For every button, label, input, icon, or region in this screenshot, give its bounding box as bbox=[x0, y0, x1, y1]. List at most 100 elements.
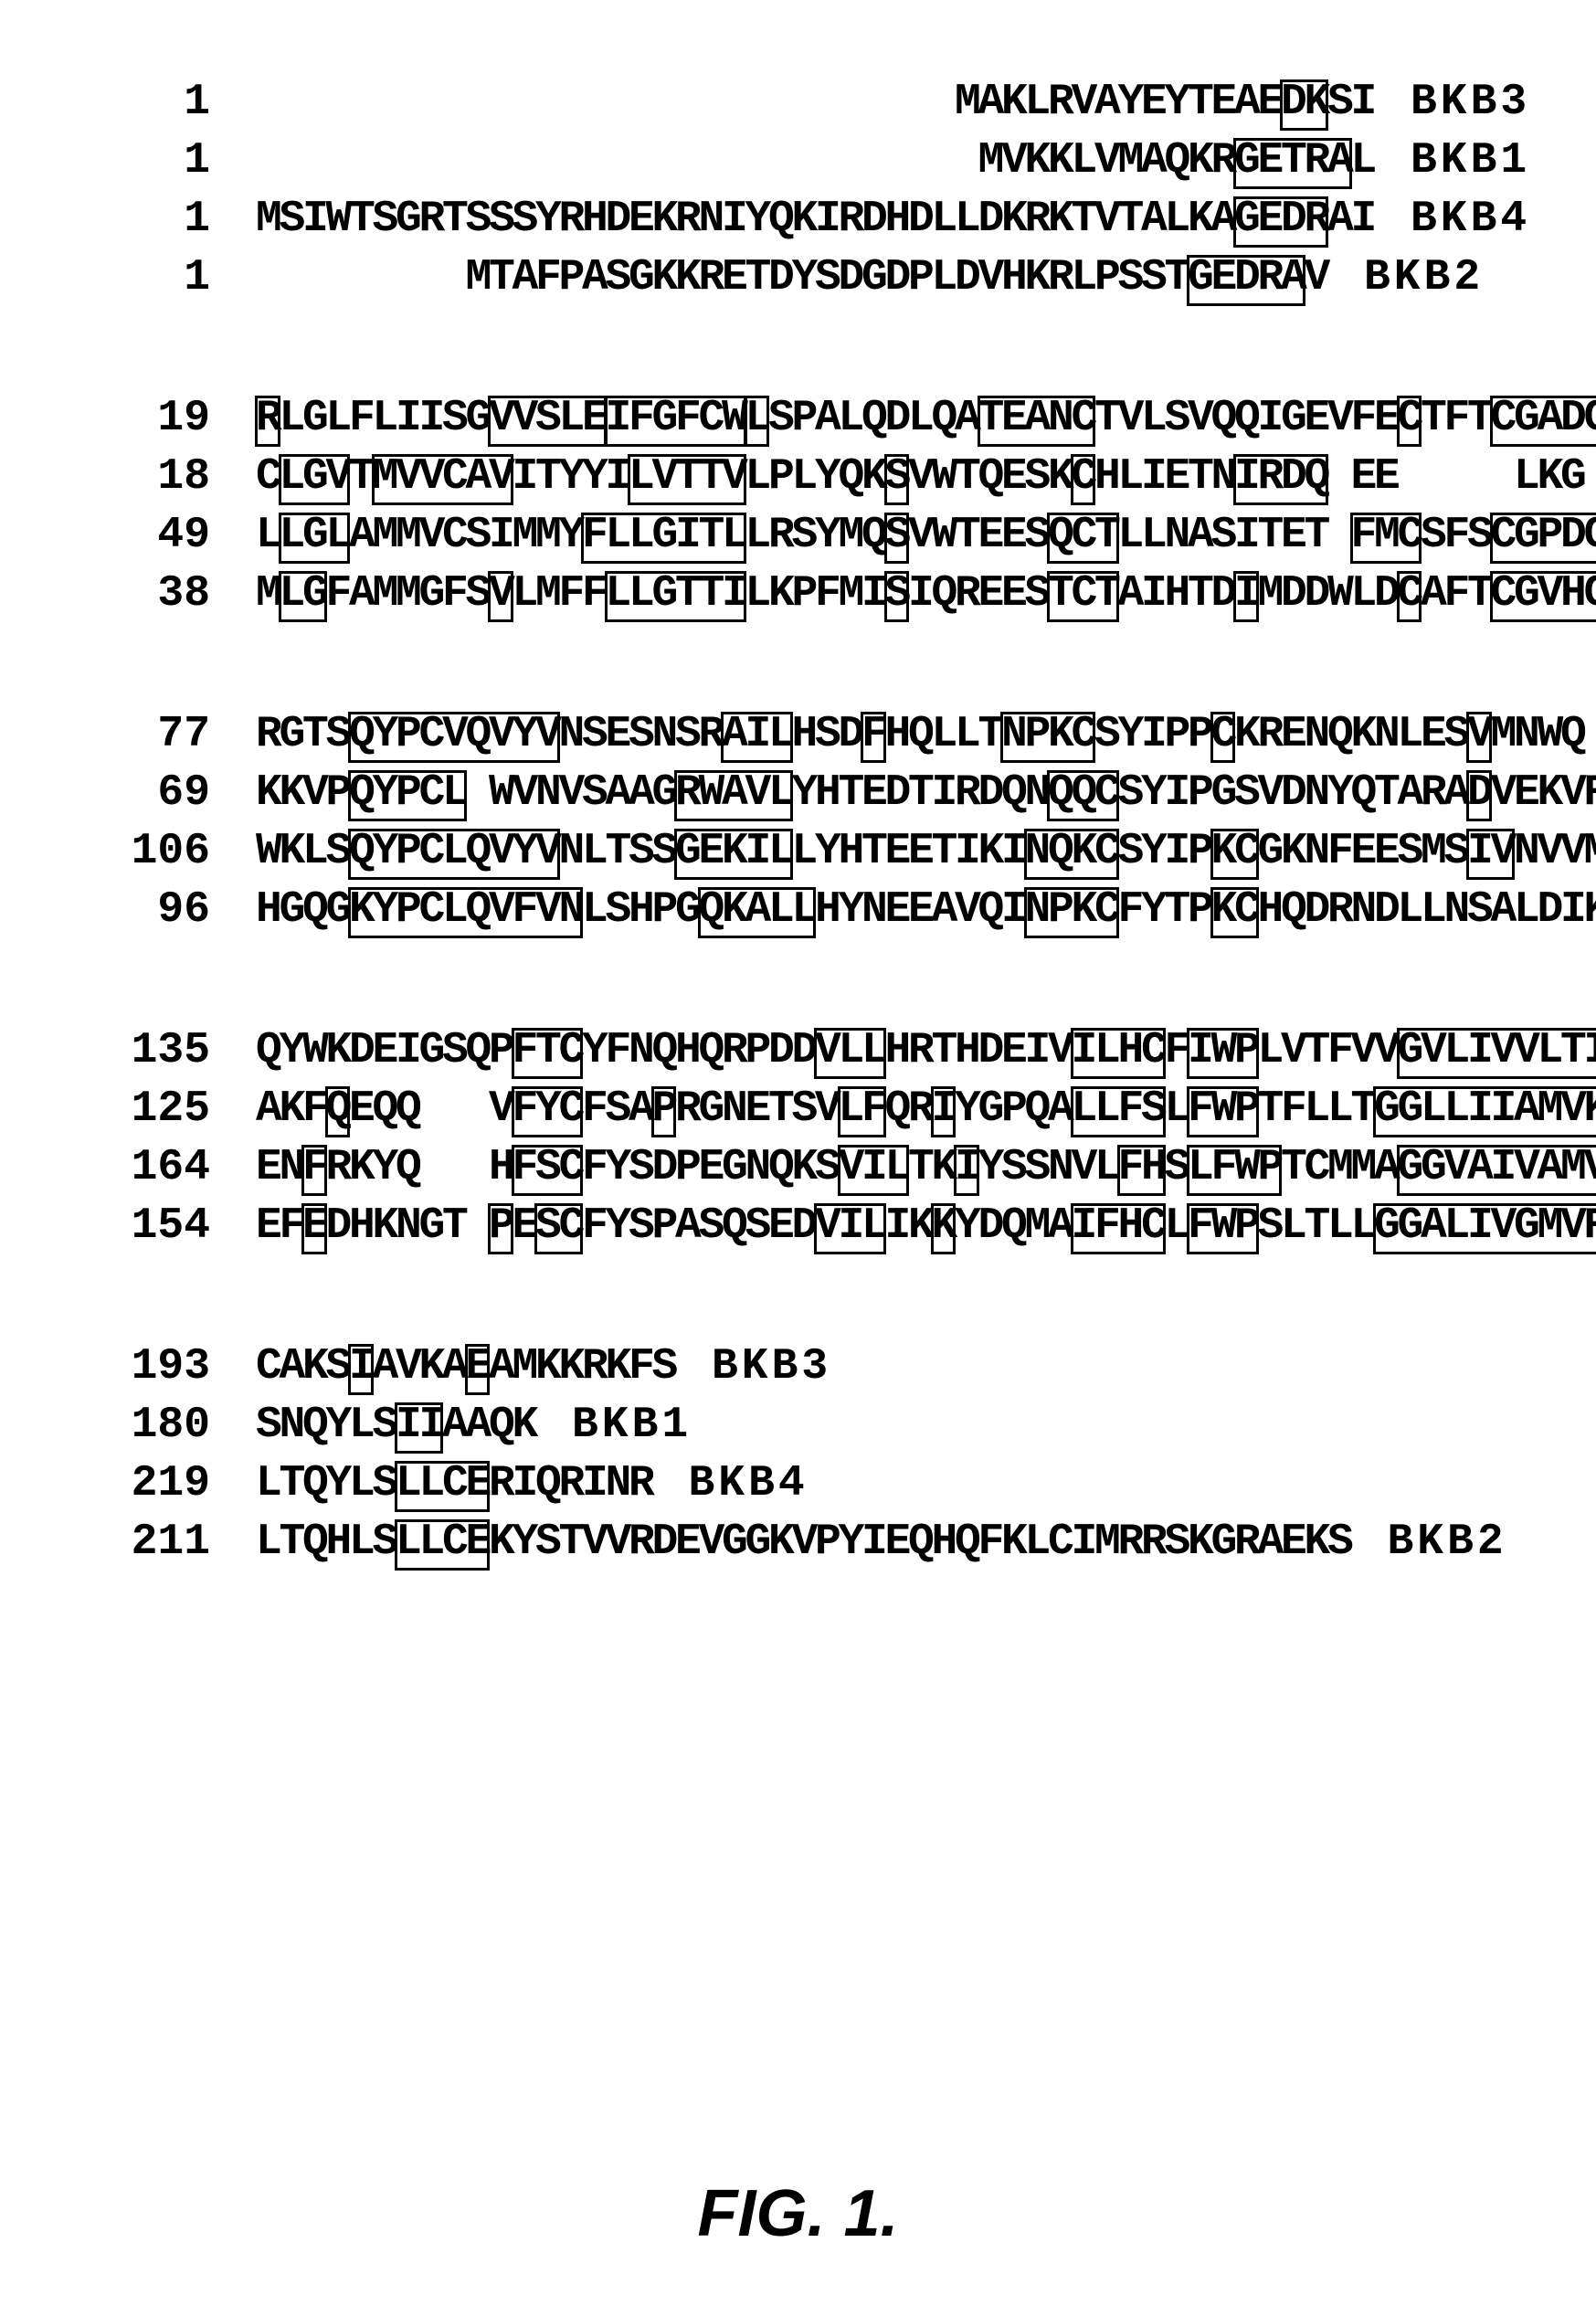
residue: V bbox=[1281, 1026, 1305, 1075]
residue: G bbox=[652, 394, 676, 443]
residue: Q bbox=[1001, 1201, 1025, 1251]
residue: V bbox=[419, 452, 443, 502]
residue: T bbox=[699, 569, 723, 619]
residue: F bbox=[861, 710, 885, 759]
residue: A bbox=[1421, 1201, 1444, 1251]
residue: T bbox=[839, 768, 862, 818]
residue: L bbox=[839, 1026, 862, 1075]
residue: E bbox=[699, 827, 723, 876]
residue bbox=[559, 78, 583, 127]
residue: K bbox=[1351, 710, 1375, 759]
residue: T bbox=[908, 768, 932, 818]
residue: R bbox=[1258, 710, 1282, 759]
residue: G bbox=[1374, 1084, 1398, 1134]
residue: L bbox=[861, 1026, 885, 1075]
residue: E bbox=[582, 394, 606, 443]
residue: E bbox=[978, 511, 1002, 560]
residue: V bbox=[815, 1084, 839, 1134]
residue: Y bbox=[839, 1518, 862, 1567]
residue: V bbox=[1444, 1143, 1468, 1192]
residue: Q bbox=[349, 827, 373, 876]
residue: I bbox=[861, 569, 885, 619]
residue: S bbox=[535, 1143, 559, 1192]
residue: Q bbox=[466, 885, 490, 935]
residue: S bbox=[1001, 1143, 1025, 1192]
residue: T bbox=[535, 1026, 559, 1075]
residue: Y bbox=[513, 827, 536, 876]
residue: Q bbox=[466, 827, 490, 876]
residue: D bbox=[885, 253, 909, 302]
alignment-row: 19RLGLFLIISGVVSLEIFGFCWLSPALQDLQATEANCTV… bbox=[55, 389, 1541, 448]
residue: M bbox=[513, 1342, 536, 1391]
residue: T bbox=[978, 710, 1002, 759]
residue: A bbox=[349, 511, 373, 560]
sequence-label: BKB3 bbox=[675, 1342, 831, 1391]
residue: K bbox=[1211, 885, 1235, 935]
residue bbox=[1584, 452, 1596, 502]
residue: R bbox=[1048, 253, 1072, 302]
residue: A bbox=[978, 78, 1002, 127]
residue: A bbox=[1188, 511, 1211, 560]
residue: R bbox=[1048, 78, 1072, 127]
row-position: 49 bbox=[55, 511, 256, 560]
residue: C bbox=[1398, 394, 1422, 443]
row-position: 125 bbox=[55, 1084, 256, 1134]
row-position: 96 bbox=[55, 885, 256, 935]
alignment-row: 193CAKSIAVKAEAMKKRKFSBKB3 bbox=[55, 1338, 1541, 1396]
residue bbox=[419, 253, 443, 302]
residue: L bbox=[256, 511, 280, 560]
residue: Q bbox=[373, 1084, 396, 1134]
residue: T bbox=[932, 1026, 956, 1075]
residue: L bbox=[792, 452, 816, 502]
residue: H bbox=[815, 768, 839, 818]
residue: S bbox=[256, 1401, 280, 1450]
residue: E bbox=[885, 885, 909, 935]
residue: C bbox=[442, 511, 466, 560]
residue: L bbox=[1025, 1518, 1049, 1567]
residue: I bbox=[419, 394, 443, 443]
residue bbox=[722, 136, 745, 185]
residue: E bbox=[373, 1026, 396, 1075]
residue bbox=[280, 136, 303, 185]
residue: C bbox=[256, 1342, 280, 1391]
residue: W bbox=[1211, 1201, 1235, 1251]
residue: S bbox=[606, 1084, 629, 1134]
residue bbox=[442, 1084, 466, 1134]
residue: M bbox=[1421, 827, 1444, 876]
residue: S bbox=[606, 253, 629, 302]
residue: L bbox=[839, 1084, 862, 1134]
residue: D bbox=[861, 195, 885, 244]
residue: E bbox=[908, 827, 932, 876]
residue: P bbox=[768, 452, 792, 502]
residue: S bbox=[513, 195, 536, 244]
residue: G bbox=[1234, 136, 1258, 185]
residue: V bbox=[326, 452, 350, 502]
residue: V bbox=[1491, 1026, 1515, 1075]
residue: G bbox=[1281, 394, 1305, 443]
residue: E bbox=[349, 1084, 373, 1134]
residue: L bbox=[792, 827, 816, 876]
sequence: MAKLRVAYEYTEAEDKSI bbox=[256, 78, 1374, 127]
residue: P bbox=[1188, 710, 1211, 759]
residue: A bbox=[466, 452, 490, 502]
residue bbox=[419, 1143, 443, 1192]
residue: L bbox=[932, 253, 956, 302]
residue: D bbox=[978, 195, 1002, 244]
residue: G bbox=[419, 569, 443, 619]
residue: K bbox=[373, 1201, 396, 1251]
residue: S bbox=[885, 569, 909, 619]
residue: A bbox=[745, 885, 769, 935]
residue: P bbox=[396, 885, 419, 935]
residue: K bbox=[1001, 78, 1025, 127]
residue bbox=[466, 78, 490, 127]
residue: R bbox=[1305, 195, 1328, 244]
residue: L bbox=[1351, 1201, 1375, 1251]
alignment-block: 19RLGLFLIISGVVSLEIFGFCWLSPALQDLQATEANCTV… bbox=[55, 389, 1541, 623]
residue bbox=[1421, 452, 1444, 502]
residue: E bbox=[1141, 78, 1165, 127]
residue: E bbox=[1001, 1026, 1025, 1075]
residue: C bbox=[1491, 569, 1515, 619]
residue: M bbox=[1374, 511, 1398, 560]
residue: H bbox=[582, 195, 606, 244]
residue: K bbox=[513, 1401, 536, 1450]
